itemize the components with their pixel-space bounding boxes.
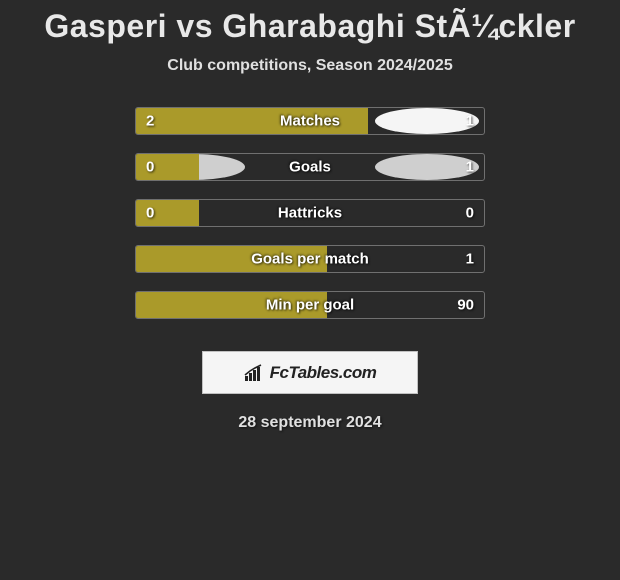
- stat-label: Goals per match: [251, 251, 369, 268]
- stat-bar: Min per goal 90: [135, 291, 485, 319]
- stat-label: Goals: [289, 159, 331, 176]
- stat-label: Hattricks: [278, 205, 342, 222]
- chart-icon: [244, 364, 266, 382]
- stat-bar: Hattricks 0 0: [135, 199, 485, 227]
- stat-value-right: 90: [457, 297, 474, 314]
- footer-date: 28 september 2024: [238, 414, 381, 432]
- stat-row: Matches 2 1: [135, 107, 485, 135]
- page-title: Gasperi vs Gharabaghi StÃ¼ckler: [44, 8, 575, 45]
- stat-row: Goals per match 1: [135, 245, 485, 273]
- subtitle: Club competitions, Season 2024/2025: [167, 57, 452, 75]
- stat-value-right: 1: [466, 251, 474, 268]
- stat-value-right: 1: [466, 113, 474, 130]
- stat-label: Min per goal: [266, 297, 354, 314]
- stat-row: Min per goal 90: [135, 291, 485, 319]
- brand-text: FcTables.com: [270, 363, 377, 383]
- stat-bar: Matches 2 1: [135, 107, 485, 135]
- stat-row: Hattricks 0 0: [135, 199, 485, 227]
- stat-value-right: 0: [466, 205, 474, 222]
- stat-bar: Goals 0 1: [135, 153, 485, 181]
- stat-bar: Goals per match 1: [135, 245, 485, 273]
- stat-value-left: 0: [146, 159, 154, 176]
- stats-list: Matches 2 1 Goals 0 1 Hattricks 0 0 Goals per mat…: [135, 107, 485, 337]
- stat-value-left: 0: [146, 205, 154, 222]
- stat-row: Goals 0 1: [135, 153, 485, 181]
- stat-label: Matches: [280, 113, 340, 130]
- stat-value-right: 1: [466, 159, 474, 176]
- stat-value-left: 2: [146, 113, 154, 130]
- infographic-container: Gasperi vs Gharabaghi StÃ¼ckler Club com…: [0, 0, 620, 432]
- brand-badge: FcTables.com: [202, 351, 418, 394]
